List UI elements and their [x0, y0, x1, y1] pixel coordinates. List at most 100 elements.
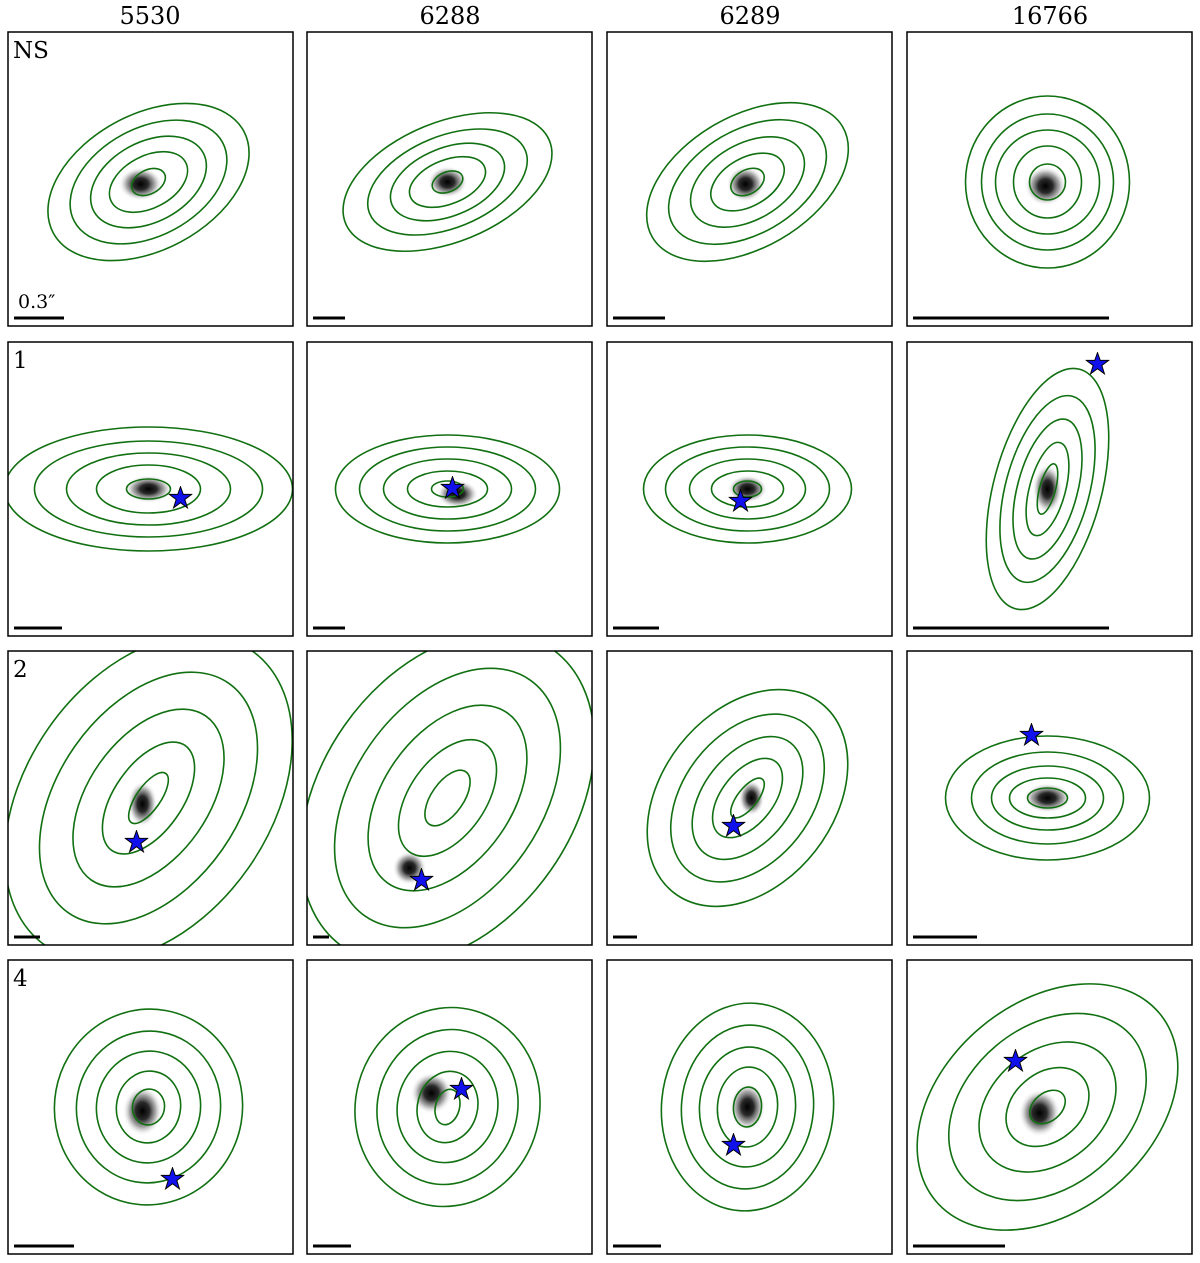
contour-line	[691, 735, 804, 861]
row-label: NS	[13, 38, 49, 64]
panel	[306, 31, 593, 327]
galaxy-image	[427, 166, 468, 198]
contour-line	[95, 464, 202, 514]
contour-line	[125, 478, 172, 500]
contour-line	[389, 142, 506, 222]
contour-line	[406, 470, 489, 508]
column-header: 5530	[119, 2, 180, 30]
galaxy-image	[124, 475, 173, 503]
contour-line	[367, 704, 528, 892]
contour-line	[131, 1088, 166, 1126]
star-marker	[1085, 352, 1110, 375]
panel	[606, 650, 893, 946]
panel-frame	[606, 959, 893, 1255]
contour-line	[358, 446, 537, 532]
contour-set	[944, 735, 1151, 861]
contour-line	[33, 440, 264, 538]
contour-line	[1012, 145, 1083, 219]
panel-frame	[7, 31, 294, 327]
column-header: 16766	[1012, 2, 1088, 30]
row-label: 4	[13, 966, 28, 992]
contour-line	[334, 434, 561, 544]
contour-line	[8, 651, 293, 945]
contour-line	[47, 102, 250, 262]
panel-frame	[306, 650, 593, 946]
contour-line	[710, 152, 785, 212]
contour-line	[95, 1050, 202, 1164]
contour-line	[53, 1008, 244, 1206]
contour-line	[698, 1046, 797, 1168]
contour-line	[732, 1086, 763, 1128]
contour-line	[75, 1030, 222, 1184]
panel-frame	[7, 341, 294, 637]
contour-line	[645, 101, 850, 263]
contour-line	[711, 757, 784, 839]
panel-frame	[306, 31, 593, 327]
panel	[906, 650, 1193, 946]
contour-line	[1036, 463, 1059, 515]
contour-line	[999, 394, 1096, 584]
panel	[606, 959, 893, 1255]
contour-set	[8, 651, 293, 945]
contour-set	[964, 95, 1131, 269]
contour-line	[130, 167, 167, 197]
galaxy-image	[727, 475, 768, 503]
contour-line	[382, 458, 513, 520]
contour-set	[985, 367, 1110, 611]
contour-line	[985, 367, 1110, 611]
panel-frame	[606, 31, 893, 327]
contour-line	[424, 769, 471, 827]
contour-line	[1008, 777, 1087, 819]
contour-line	[434, 1088, 461, 1126]
contour-line	[680, 1024, 815, 1190]
galaxy-image	[410, 1072, 453, 1114]
contour-line	[1028, 163, 1067, 201]
contour-line	[333, 667, 562, 929]
contour-line	[397, 738, 498, 858]
contour-line	[376, 1028, 519, 1186]
contour-line	[408, 155, 487, 209]
contour-line	[354, 1006, 541, 1208]
contour-line	[430, 480, 465, 498]
panel: NS 0.3″	[7, 31, 294, 327]
star-marker	[721, 814, 746, 837]
contour-line	[342, 111, 553, 253]
panel-frame	[906, 959, 1193, 1255]
contour-set	[47, 102, 250, 262]
contour-line	[1028, 1089, 1067, 1125]
scale-label: 0.3″	[18, 291, 55, 313]
contour-line	[115, 1070, 182, 1144]
panel-frame	[606, 341, 893, 637]
column-header: 6288	[419, 2, 480, 30]
contour-line	[688, 458, 807, 520]
contour-line	[396, 1050, 499, 1164]
contour-line	[65, 452, 232, 526]
panel	[906, 341, 1193, 637]
contour-line	[366, 128, 529, 236]
contour-line	[127, 771, 170, 825]
contour-line	[307, 651, 592, 945]
contour-set	[354, 1006, 541, 1208]
contour-set	[645, 101, 850, 263]
contour-set	[307, 651, 592, 945]
galaxy-image	[726, 166, 765, 202]
panel-frame	[906, 341, 1193, 637]
panel	[606, 341, 893, 637]
contour-line	[108, 150, 189, 214]
galaxy-image	[122, 1086, 163, 1136]
panel	[306, 341, 593, 637]
contour-line	[1026, 787, 1069, 809]
contour-line	[72, 708, 225, 888]
contour-set	[646, 688, 849, 908]
contour-line	[642, 434, 853, 544]
panel-frame	[7, 959, 294, 1255]
panel	[306, 959, 593, 1255]
star-marker	[1019, 723, 1044, 746]
contour-line	[716, 1066, 779, 1148]
contour-line	[89, 135, 208, 229]
contour-set	[342, 111, 553, 253]
galaxy-image	[738, 780, 765, 816]
contour-line	[431, 170, 464, 194]
contour-line	[980, 113, 1115, 251]
contour-line	[1012, 418, 1083, 560]
